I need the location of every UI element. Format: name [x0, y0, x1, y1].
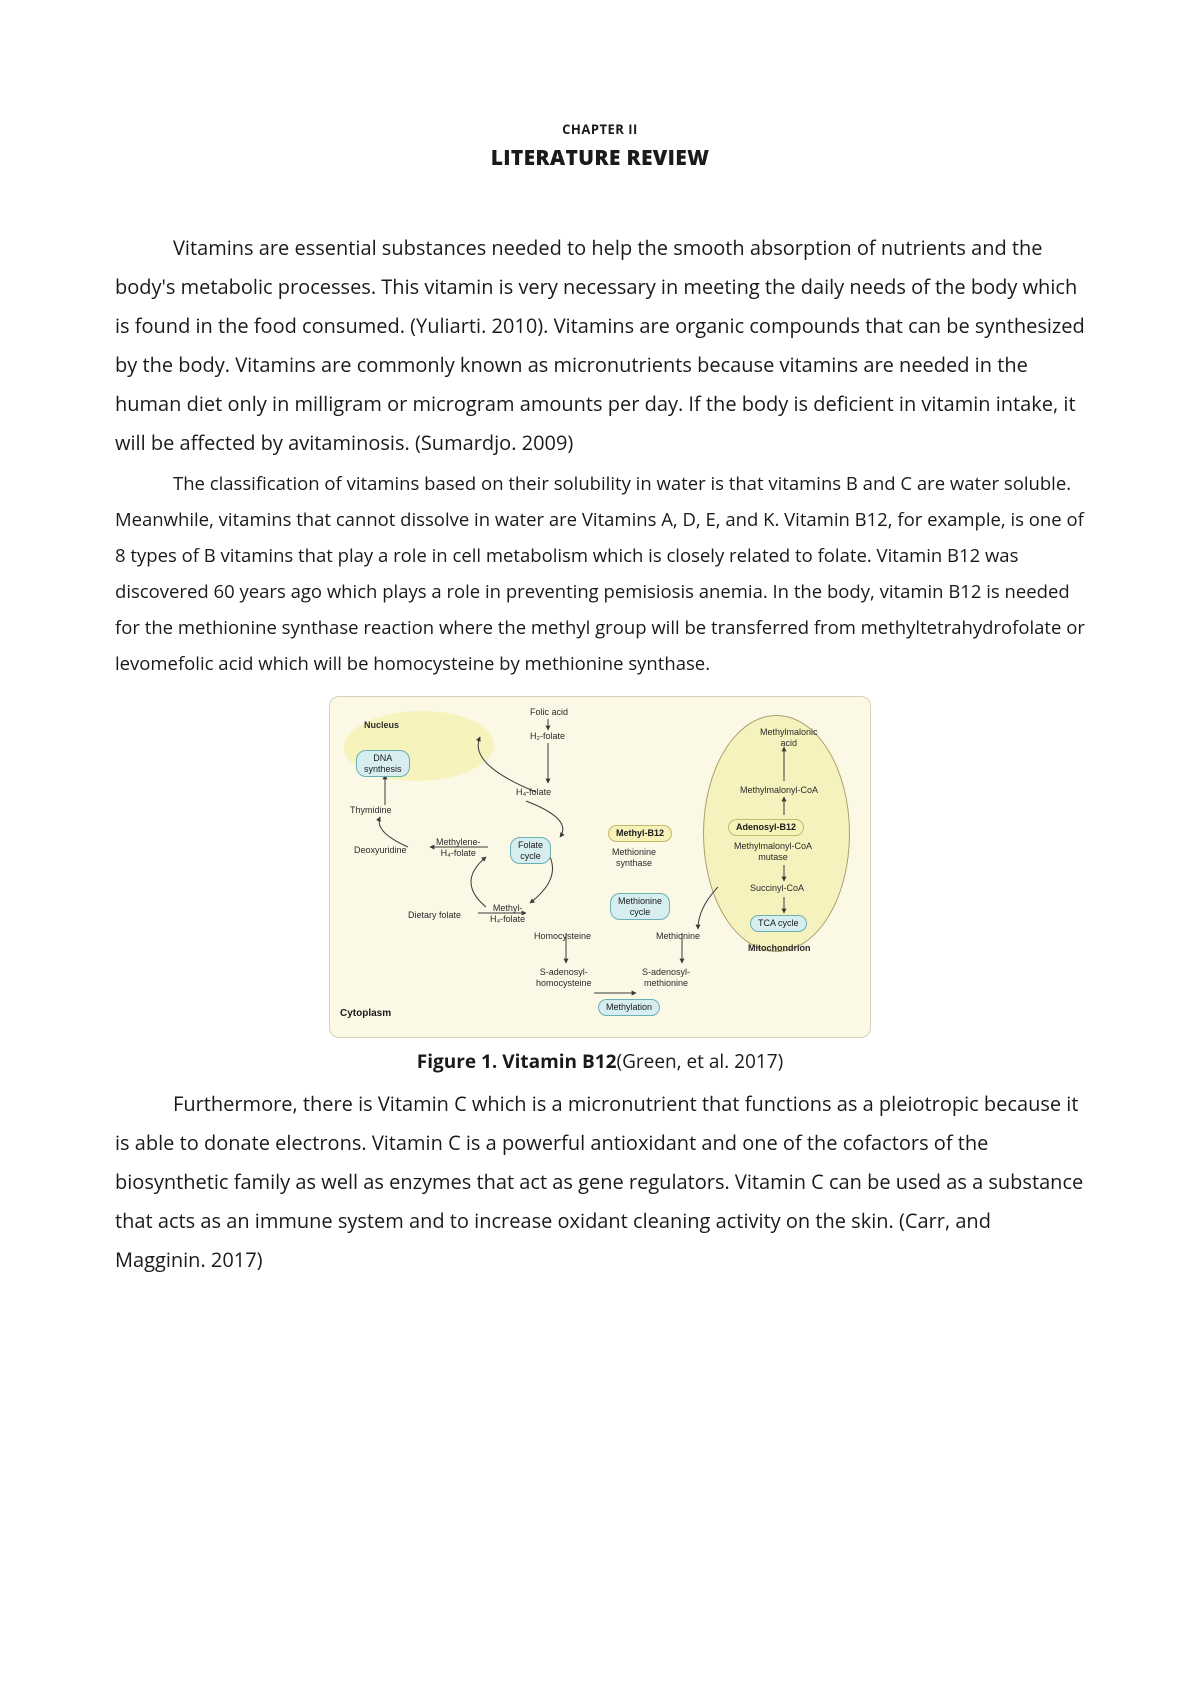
- node-methylation: Methylation: [598, 999, 660, 1015]
- node-s-ado-hcy: S-adenosyl-homocysteine: [536, 967, 592, 988]
- node-methyl-h4: Methyl-H₄-folate: [490, 903, 525, 924]
- node-methionine: Methionine: [656, 931, 700, 941]
- chapter-label: CHAPTER II: [115, 120, 1085, 138]
- node-deoxyuridine: Deoxyuridine: [354, 845, 407, 855]
- node-s-ado-met: S-adenosyl-methionine: [642, 967, 690, 988]
- node-methionine-cycle: Methioninecycle: [610, 893, 670, 920]
- page-title: LITERATURE REVIEW: [115, 144, 1085, 172]
- node-thymidine: Thymidine: [350, 805, 392, 815]
- node-nucleus-lbl: Nucleus: [364, 720, 399, 730]
- figure-1: Nucleus DNAsynthesis Thymidine Deoxyuridine…: [115, 696, 1085, 1074]
- node-mito-lbl: Mitochondrion: [748, 943, 811, 953]
- node-dietary-folate: Dietary folate: [408, 910, 461, 920]
- node-h4-folate: H₄-folate: [516, 787, 551, 797]
- figure-caption: Figure 1. Vitamin B12(Green, et al. 2017…: [115, 1048, 1085, 1074]
- figure-caption-bold: Figure 1. Vitamin B12: [417, 1048, 617, 1074]
- node-mm-mutase: Methylmalonyl-CoAmutase: [734, 841, 812, 862]
- node-tca: TCA cycle: [750, 915, 807, 931]
- node-mma: Methylmalonicacid: [760, 727, 818, 748]
- node-dna: DNAsynthesis: [356, 750, 410, 777]
- paragraph-1: Vitamins are essential substances needed…: [115, 228, 1085, 462]
- node-met-synthase: Methioninesynthase: [612, 847, 656, 868]
- document-page: CHAPTER II LITERATURE REVIEW Vitamins ar…: [0, 0, 1200, 1697]
- node-mm-coa: Methylmalonyl-CoA: [740, 785, 818, 795]
- node-folic-acid: Folic acid: [530, 707, 568, 717]
- b12-diagram: Nucleus DNAsynthesis Thymidine Deoxyuridine…: [329, 696, 871, 1038]
- node-homocysteine: Homocysteine: [534, 931, 591, 941]
- paragraph-3: Furthermore, there is Vitamin C which is…: [115, 1084, 1085, 1279]
- node-adenosyl-b12: Adenosyl-B12: [728, 819, 804, 835]
- node-succinyl: Succinyl-CoA: [750, 883, 804, 893]
- paragraph-2: The classification of vitamins based on …: [115, 466, 1085, 682]
- cytoplasm-label: Cytoplasm: [340, 1008, 391, 1019]
- figure-caption-rest: (Green, et al. 2017): [616, 1048, 783, 1074]
- node-folate-cycle: Folatecycle: [510, 837, 551, 864]
- node-methyl-b12: Methyl-B12: [608, 825, 672, 841]
- node-methylene: Methylene-H₄-folate: [436, 837, 481, 858]
- node-h2-folate: H₂-folate: [530, 731, 565, 741]
